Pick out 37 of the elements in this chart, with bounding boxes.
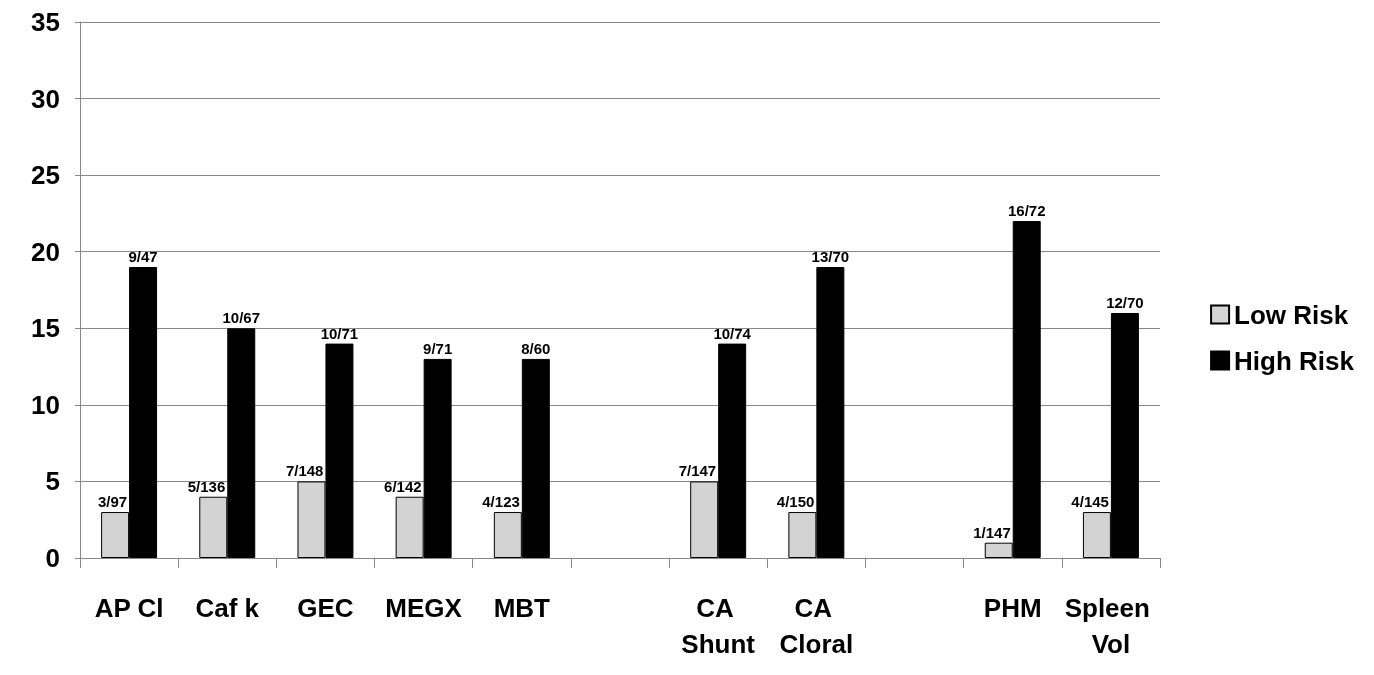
data-label: 7/147 — [678, 462, 717, 480]
data-label: 10/67 — [222, 309, 261, 327]
x-tick-label: PHM — [983, 593, 1042, 623]
x-tick-label: CA Cloral — [779, 593, 854, 659]
x-tick-label: GEC — [297, 593, 354, 623]
y-tick-label: 20 — [31, 236, 60, 267]
data-label: 4/150 — [776, 493, 815, 511]
x-tick-label: AP Cl — [94, 593, 164, 623]
data-label: 10/71 — [320, 324, 359, 342]
data-label: 13/70 — [811, 248, 850, 266]
data-label: 4/123 — [482, 493, 520, 511]
x-tick-label: CA Shunt — [681, 593, 756, 659]
data-label: 9/47 — [128, 248, 158, 266]
data-label: 8/60 — [521, 339, 551, 357]
data-label: 7/148 — [285, 462, 324, 480]
y-tick-label: 10 — [31, 389, 60, 420]
data-label: 4/145 — [1071, 493, 1109, 511]
x-tick-label: MEGX — [385, 593, 463, 623]
data-label: 1/147 — [973, 523, 1011, 541]
legend-label: Low Risk — [1234, 299, 1349, 330]
data-label: 5/136 — [187, 477, 226, 495]
y-tick-label: 15 — [31, 313, 60, 344]
y-tick-label: 5 — [45, 466, 60, 497]
x-tick-label: MBT — [493, 593, 551, 623]
data-label: 9/71 — [423, 339, 453, 357]
legend-label: High Risk — [1234, 345, 1355, 376]
data-label: 16/72 — [1007, 202, 1046, 220]
x-tick-label: Spleen Vol — [1064, 593, 1158, 659]
y-tick-label: 0 — [45, 543, 60, 573]
data-label: 10/74 — [713, 324, 752, 342]
data-label: 12/70 — [1106, 293, 1144, 311]
x-tick-label: Caf k — [195, 593, 260, 623]
y-tick-label: 30 — [31, 83, 60, 114]
data-label: 6/142 — [384, 477, 422, 495]
data-label: 3/97 — [97, 493, 128, 511]
y-tick-label: 25 — [31, 160, 60, 191]
y-tick-label: 35 — [31, 7, 60, 37]
